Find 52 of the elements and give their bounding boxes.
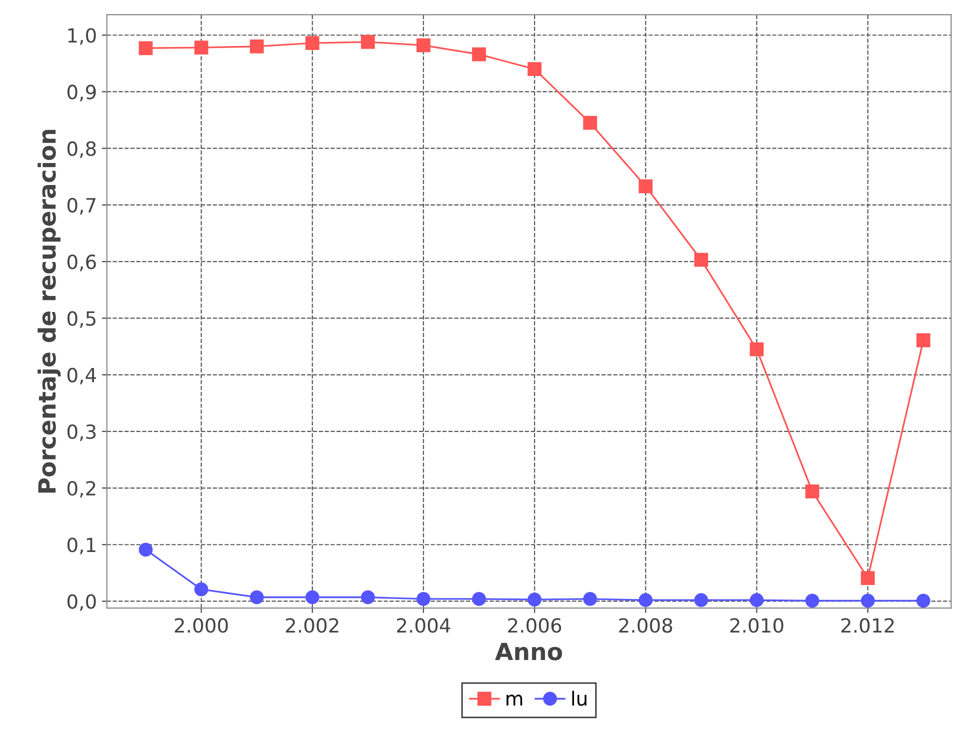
y-tick-label: 0,9 (67, 84, 96, 102)
y-tick-label: 1,0 (68, 28, 96, 45)
point (860, 594, 875, 608)
y-tick-label: 0,3 (67, 424, 96, 442)
x-tick-label: 2.012 (841, 618, 894, 633)
x-tick-label: 2.004 (397, 618, 450, 633)
x-tick-label: 2.010 (730, 618, 784, 633)
point (360, 34, 375, 49)
y-tick-label: 0,4 (67, 368, 96, 384)
point (805, 484, 820, 498)
y-tick-label: 0,5 (67, 311, 96, 328)
y-tick-label: 0,1 (67, 538, 96, 554)
point (860, 571, 875, 585)
x-tick-label: 2.000 (174, 618, 228, 633)
point (528, 592, 542, 606)
point (305, 36, 320, 50)
legend-label: lu (572, 690, 586, 706)
point (638, 593, 653, 608)
point (694, 593, 708, 608)
point (416, 592, 430, 606)
y-tick-label: 0,2 (67, 480, 96, 498)
y-tick-label: 0,6 (67, 254, 96, 272)
x-tick-label: 2.006 (508, 618, 562, 633)
point (750, 342, 764, 356)
point (472, 47, 486, 62)
point (250, 39, 264, 54)
point (138, 542, 153, 557)
point (416, 38, 430, 52)
x-axis-title: Anno (495, 642, 562, 660)
y-tick-label: 0,8 (67, 141, 96, 158)
x-tick-label: 2.008 (619, 618, 672, 633)
point (805, 594, 820, 608)
point (583, 116, 598, 130)
point (194, 40, 208, 55)
y-tick-label: 0,0 (67, 594, 96, 611)
point (360, 590, 375, 604)
point (472, 592, 486, 606)
point (528, 62, 542, 76)
x-tick-label: 2.002 (286, 618, 338, 633)
point (250, 590, 264, 604)
point (305, 590, 320, 604)
point (138, 41, 153, 56)
point (694, 252, 708, 267)
y-tick-label: 0,7 (67, 198, 96, 215)
point (638, 179, 653, 194)
point (916, 333, 930, 348)
point (194, 582, 208, 596)
point (583, 592, 598, 606)
point (916, 594, 930, 608)
point (750, 593, 764, 608)
y-axis-title: Porcentaje de recuperacion (38, 130, 61, 493)
legend-label: m (506, 694, 522, 706)
